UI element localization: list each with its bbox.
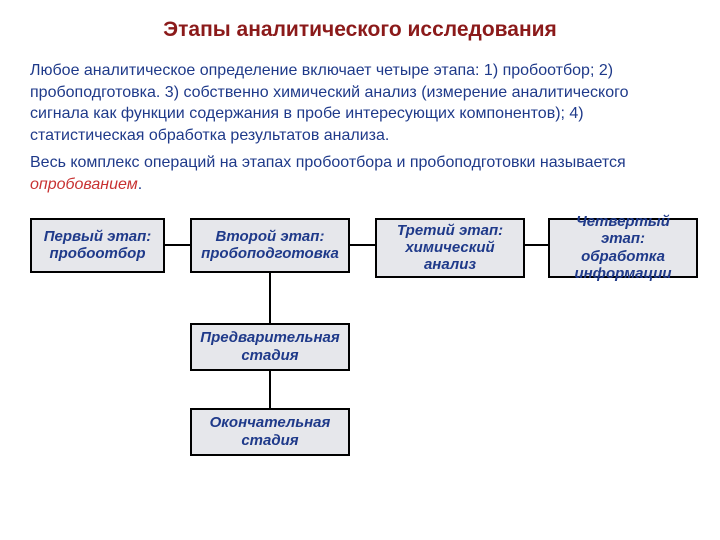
node-n3: Третий этап:химическийанализ [375,218,525,278]
edge-n3-n4 [525,244,548,246]
node-n2: Второй этап:пробоподготовка [190,218,350,273]
page-title: Этапы аналитического исследования [30,18,690,42]
node-n6: Окончательнаястадия [190,408,350,456]
intro-line2-prefix: Весь комплекс операций на этапах пробоот… [30,154,626,171]
edge-n1-n2 [165,244,190,246]
intro-period: . [138,176,142,193]
edge-n2-n5 [269,273,271,323]
node-n1: Первый этап:пробоотбор [30,218,165,273]
node-n4: Четвертый этап:обработкаинформации [548,218,698,278]
edge-n2-n3 [350,244,375,246]
oprob-term: опробованием [30,176,138,193]
intro-paragraph-2: Весь комплекс операций на этапах пробоот… [30,152,690,195]
node-n5: Предварительнаястадия [190,323,350,371]
flowchart-diagram: Первый этап:пробоотбор Второй этап:пробоп… [30,218,690,498]
intro-paragraph-1: Любое аналитическое определение включает… [30,60,690,146]
edge-n5-n6 [269,371,271,408]
